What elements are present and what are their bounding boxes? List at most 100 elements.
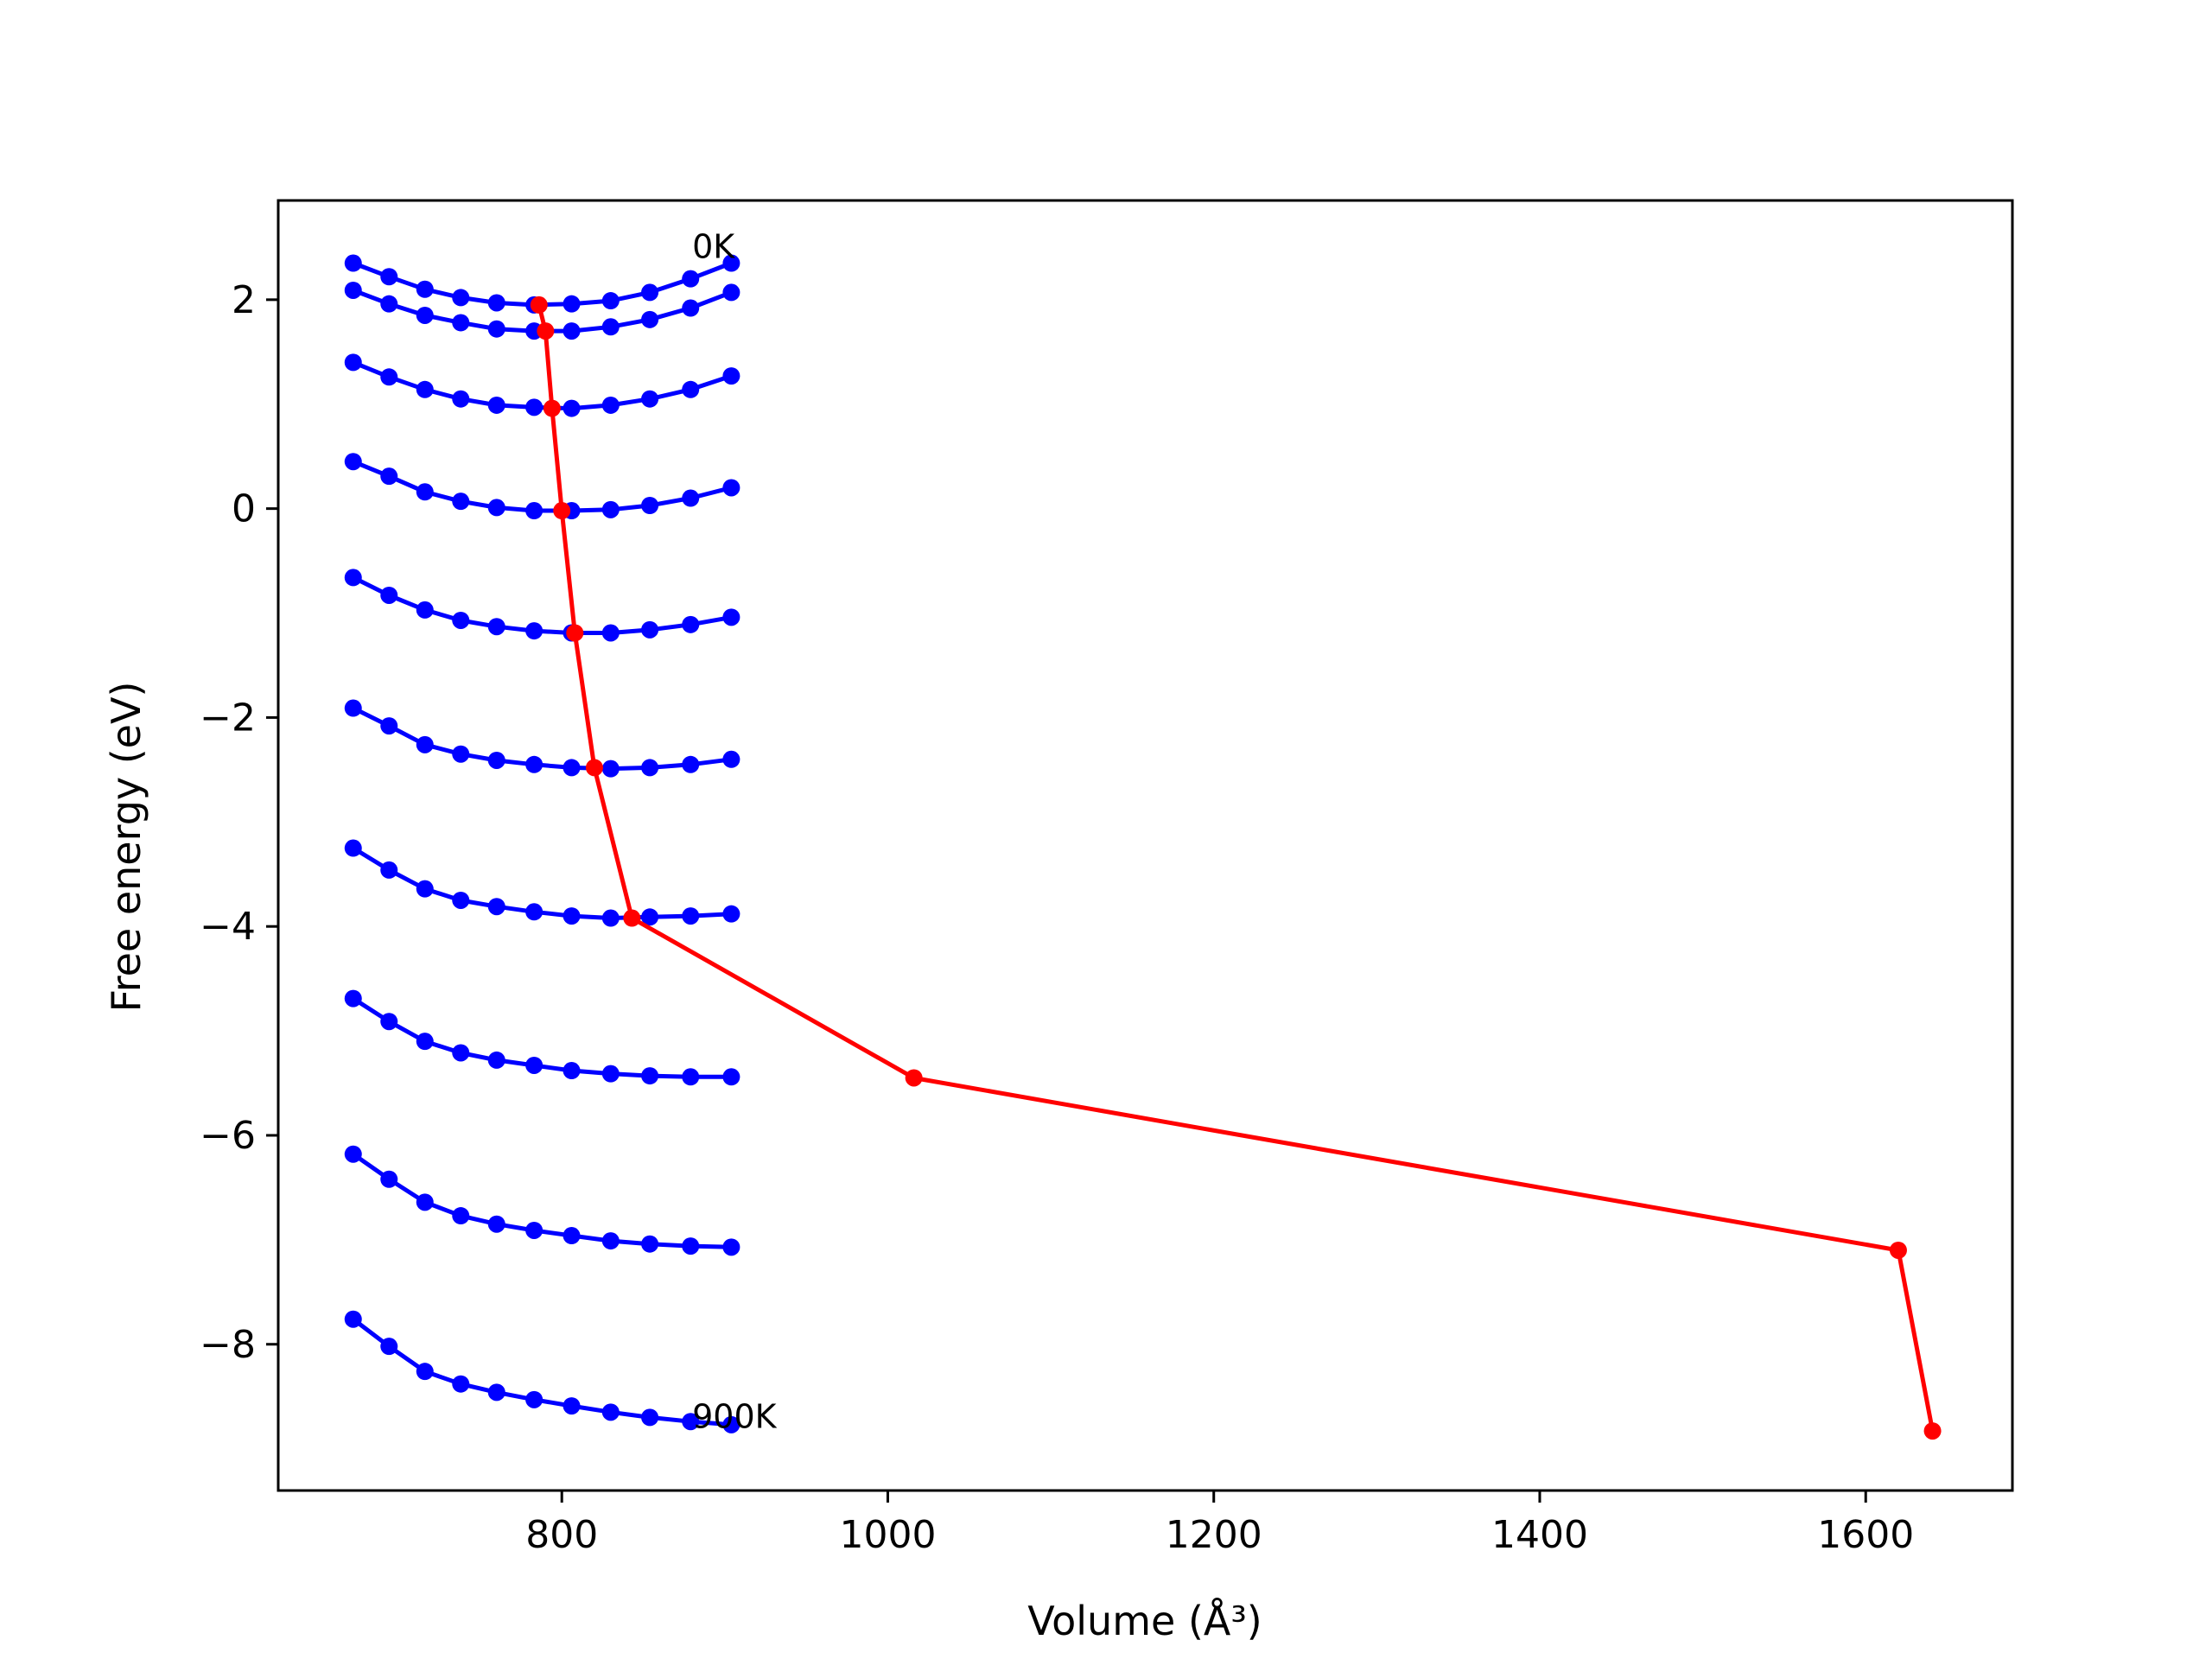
x-tick-label: 800: [525, 1513, 598, 1557]
series-9-point: [487, 1383, 505, 1402]
series-9-point: [380, 1338, 398, 1356]
series-9-point: [722, 1415, 741, 1433]
series-1-point: [682, 299, 700, 317]
series-4-point: [722, 608, 741, 626]
series-7-point: [487, 1051, 505, 1069]
series-7-point: [416, 1033, 434, 1051]
series-7-point: [452, 1044, 470, 1062]
series-1-point: [641, 310, 659, 328]
y-tick-label: −6: [200, 1114, 256, 1158]
series-4-point: [344, 569, 362, 587]
series-2-point: [487, 396, 505, 414]
minimum-curve-point: [566, 624, 584, 642]
series-2-point: [452, 390, 470, 408]
minimum-curve-line: [537, 304, 1936, 1432]
series-7-point: [380, 1013, 398, 1031]
series-0-point: [682, 270, 700, 288]
y-tick-label: −4: [200, 905, 256, 949]
series-6-point: [416, 880, 434, 898]
series-6-point: [380, 861, 398, 879]
series-3-point: [722, 479, 741, 497]
series-5-point: [487, 751, 505, 769]
series-0-point: [344, 254, 362, 272]
series-8-point: [487, 1215, 505, 1233]
series-4-point: [682, 615, 700, 633]
series-8-point: [525, 1221, 543, 1239]
series-5-point: [682, 755, 700, 773]
y-tick-label: 0: [232, 487, 256, 531]
y-tick-label: −8: [200, 1323, 256, 1367]
series-5-point: [452, 745, 470, 763]
series-8-point: [722, 1238, 741, 1256]
series-6-point: [722, 905, 741, 923]
series-1-point: [344, 281, 362, 299]
series-9-point: [525, 1390, 543, 1408]
series-5-point: [563, 759, 581, 777]
series-2-point: [563, 399, 581, 417]
series-9-point: [641, 1408, 659, 1427]
series-1-point: [380, 295, 398, 313]
series-3-point: [344, 453, 362, 471]
series-0-point: [722, 254, 741, 272]
series-8-point: [563, 1227, 581, 1245]
annotations-group: 0K 900K: [692, 227, 778, 1435]
series-7-point: [601, 1065, 620, 1083]
series-0-point: [416, 280, 434, 298]
x-tick-label: 1000: [839, 1513, 936, 1557]
series-5-point: [416, 735, 434, 753]
series-7-point: [722, 1068, 741, 1086]
temperature-label: 0K: [692, 227, 735, 265]
series-0-point: [563, 295, 581, 313]
series-8-point: [380, 1170, 398, 1188]
y-axis-title: Free energy (eV): [103, 682, 149, 1013]
series-4-point: [641, 620, 659, 639]
series-5-point: [525, 755, 543, 773]
series-9-point: [601, 1403, 620, 1421]
series-5-point: [722, 750, 741, 768]
series-3-point: [487, 499, 505, 517]
series-2-point: [682, 380, 700, 398]
series-5-point: [601, 760, 620, 778]
series-0-point: [641, 283, 659, 302]
series-3-point: [641, 497, 659, 515]
series-7-point: [344, 989, 362, 1007]
series-1-point: [487, 320, 505, 338]
series-2-point: [344, 353, 362, 372]
y-tick-label: −2: [200, 696, 256, 740]
series-3-point: [452, 493, 470, 511]
series-4-point: [380, 586, 398, 604]
series-3-point: [380, 467, 398, 486]
series-8-point: [641, 1235, 659, 1253]
x-tick-label: 1400: [1491, 1513, 1588, 1557]
series-5-point: [641, 759, 659, 777]
series-3-point: [682, 489, 700, 507]
series-4-point: [452, 611, 470, 629]
series-2-point: [416, 380, 434, 398]
series-4-point: [525, 622, 543, 640]
series-2-point: [380, 368, 398, 386]
series-9-point: [563, 1397, 581, 1415]
series-8-point: [416, 1193, 434, 1211]
y-axis: 2 0 −2 −4 −6 −8: [200, 278, 278, 1367]
minimum-curve-point: [553, 502, 571, 520]
minimum-curve-point: [530, 296, 548, 314]
series-8-point: [452, 1207, 470, 1225]
plot-frame: [276, 199, 2014, 1492]
series-0-point: [601, 292, 620, 310]
series-5-point: [380, 717, 398, 735]
series-4-point: [601, 624, 620, 642]
series-6-point: [641, 908, 659, 926]
series-9-point: [344, 1310, 362, 1328]
x-axis: 800 1000 1200 1400 1600: [525, 1491, 1914, 1557]
series-2-point: [525, 398, 543, 416]
series-2-point: [601, 396, 620, 414]
minimum-curve-point: [537, 322, 555, 340]
series-9-point: [452, 1375, 470, 1393]
series-0-point: [452, 289, 470, 307]
series-6-point: [601, 909, 620, 927]
series-4-point: [487, 618, 505, 636]
y-tick-label: 2: [232, 278, 256, 322]
series-6-point: [525, 903, 543, 921]
series-6-point: [682, 907, 700, 925]
